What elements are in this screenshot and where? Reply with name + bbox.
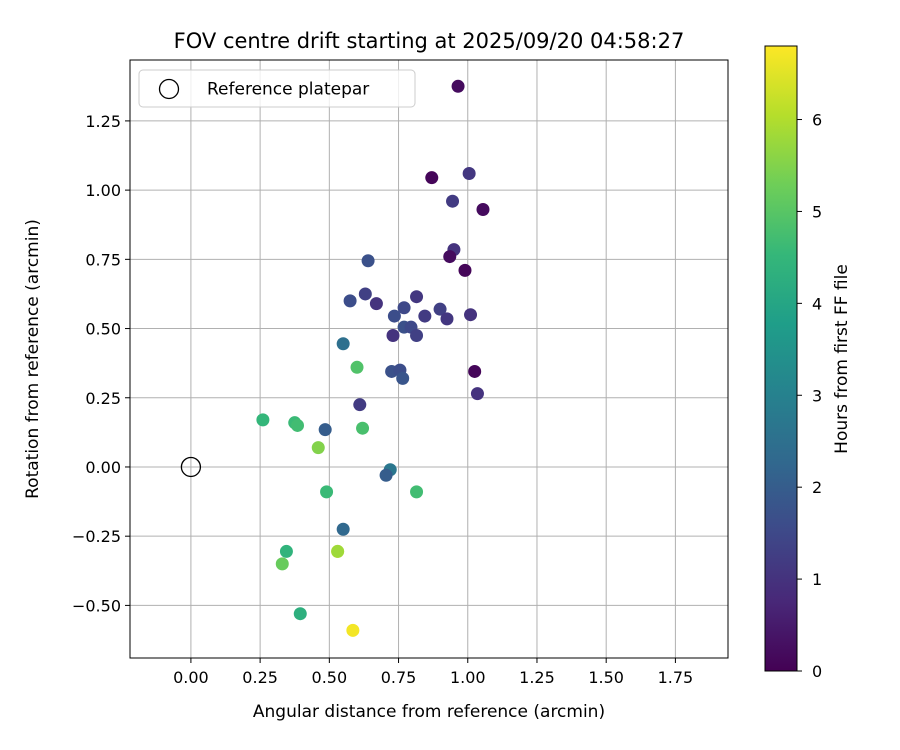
data-point-42 [279,544,293,558]
colorbar-label: Hours from first FF file [832,264,852,454]
x-tick-label: 1.75 [658,668,694,687]
reference-marker-group [180,456,202,478]
data-point-31 [256,413,270,427]
x-tick-label: 1.00 [450,668,486,687]
data-point-4 [476,203,490,216]
data-point-8 [361,254,375,268]
data-point-36 [311,441,325,455]
x-tick-label: 0.25 [242,668,278,687]
data-point-21 [386,328,400,342]
data-point-12 [410,290,424,304]
legend-reference-marker [158,78,180,100]
colorbar-tick-label: 0 [812,662,822,681]
data-points [256,79,490,637]
y-tick-label: 0.00 [85,458,121,477]
y-tick-label: 0.75 [85,250,121,269]
data-point-13 [397,301,411,315]
data-point-44 [331,544,345,558]
y-axis-label: Rotation from reference (arcmin) [23,219,43,499]
data-point-10 [343,294,357,308]
data-point-1 [425,171,439,185]
plot-frame [129,59,729,659]
y-tick-label: 1.25 [85,112,121,131]
data-point-26 [396,371,410,385]
data-point-40 [410,485,424,499]
y-axis-ticks: −0.50 −0.25 0.00 0.25 0.50 0.75 1.00 1.25 [72,112,130,615]
data-point-30 [353,398,367,412]
reference-platepar-marker [180,456,202,478]
x-tick-label: 1.50 [588,668,624,687]
colorbar-tick-label: 3 [812,386,822,405]
plot-area [130,60,728,658]
data-point-23 [336,337,350,351]
y-tick-label: −0.25 [72,527,121,546]
data-point-27 [468,364,482,378]
y-tick-label: 1.00 [85,181,121,200]
colorbar: 0 1 2 3 4 5 6 Hours from first FF file [764,45,852,681]
x-axis-label: Angular distance from reference (arcmin) [253,702,605,722]
colorbar-tick-label: 6 [812,111,822,130]
data-point-35 [356,421,370,435]
data-point-3 [446,194,460,208]
data-point-28 [470,387,484,401]
data-point-46 [293,607,307,621]
grid-lines [130,60,728,658]
legend-box [138,69,416,108]
x-tick-label: 0.75 [381,668,417,687]
colorbar-gradient [765,46,797,671]
x-tick-label: 1.25 [519,668,555,687]
colorbar-tick-label: 5 [812,202,822,221]
colorbar-tick-label: 4 [812,294,822,313]
data-point-14 [433,302,447,316]
data-point-2 [462,167,476,181]
data-point-16 [418,309,432,323]
colorbar-ticks: 0 1 2 3 4 5 6 [797,111,822,681]
data-point-15 [387,309,401,323]
colorbar-tick-label: 1 [812,570,822,589]
data-point-29 [350,360,364,374]
colorbar-tick-label: 2 [812,478,822,497]
data-point-9 [358,287,372,301]
x-tick-label: 0.50 [312,668,348,687]
data-point-18 [464,308,478,322]
x-axis-ticks: 0.00 0.25 0.50 0.75 1.00 1.25 1.50 1.75 [173,658,693,687]
data-point-34 [318,423,332,437]
y-tick-label: −0.50 [72,596,121,615]
data-point-11 [369,297,383,311]
x-tick-label: 0.00 [173,668,209,687]
data-point-41 [336,522,350,536]
data-point-7 [458,263,472,277]
data-point-17 [440,312,454,326]
data-point-38 [379,468,393,482]
chart-title: FOV centre drift starting at 2025/09/20 … [174,29,685,53]
data-point-0 [451,79,465,93]
y-tick-label: 0.50 [85,320,121,339]
data-point-45 [275,557,289,571]
data-point-39 [320,485,334,499]
colorbar-frame [764,45,798,672]
data-point-33 [290,418,304,432]
y-tick-label: 0.25 [85,389,121,408]
legend-label: Reference platepar [207,80,369,100]
data-point-6 [443,250,457,264]
data-point-22 [410,328,424,342]
data-point-47 [346,623,360,637]
legend: Reference platepar [138,69,416,108]
